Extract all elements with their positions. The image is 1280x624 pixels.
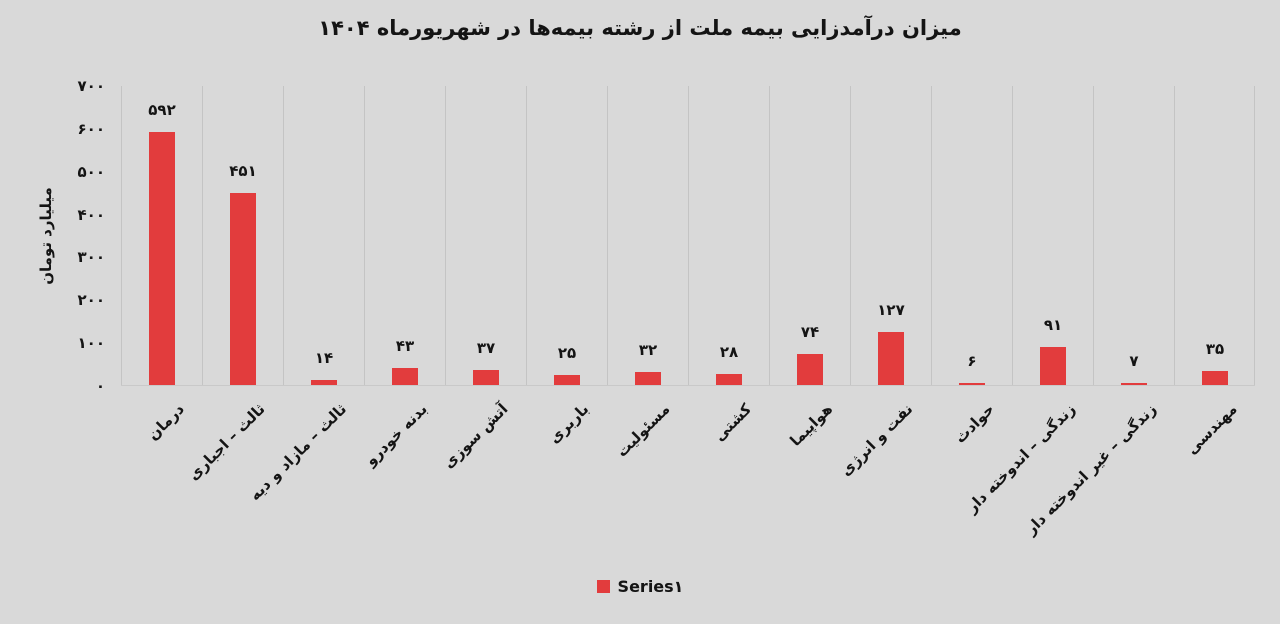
x-axis-label: باربری — [545, 400, 593, 448]
bar-value-label: ۵۹۲ — [148, 101, 176, 119]
x-axis-label: مهندسی — [1182, 400, 1241, 458]
y-axis-tick-label: ۰ — [95, 377, 105, 395]
gridline — [202, 86, 203, 386]
gridline — [769, 86, 770, 386]
x-axis-line — [121, 385, 1255, 386]
y-axis-tick-label: ۴۰۰ — [77, 206, 105, 224]
x-axis-label: حوادث — [950, 400, 998, 447]
y-axis-title: میلیارد تومان — [37, 187, 55, 285]
gridline — [121, 86, 122, 386]
bar — [635, 372, 661, 386]
bar — [1202, 371, 1228, 386]
legend: Series۱ — [0, 577, 1280, 596]
y-axis-tick-label: ۳۰۰ — [77, 248, 105, 266]
x-axis-label: درمان — [143, 400, 188, 444]
bar — [311, 380, 337, 386]
bar-value-label: ۳۲ — [638, 341, 658, 359]
bar — [230, 193, 256, 386]
bar-value-label: ۳۵ — [1205, 340, 1225, 358]
gridline — [526, 86, 527, 386]
bar-value-label: ۷ — [1129, 352, 1139, 370]
bar — [392, 368, 418, 386]
gridline — [1174, 86, 1175, 386]
x-axis-label: هواپیما — [785, 400, 836, 450]
x-axis-label: آتش سوزی — [439, 400, 512, 472]
y-axis-tick-label: ۶۰۰ — [77, 120, 105, 138]
legend-label: Series۱ — [617, 577, 684, 596]
bar-value-label: ۱۴ — [314, 349, 334, 367]
gridline — [931, 86, 932, 386]
y-axis-tick-label: ۱۰۰ — [77, 334, 105, 352]
x-axis-label: زندگی – غیر اندوخته دار — [1021, 400, 1160, 539]
gridline — [283, 86, 284, 386]
bar — [797, 354, 823, 386]
bar-value-label: ۲۸ — [719, 343, 739, 361]
bar — [1121, 383, 1147, 386]
bar-value-label: ۹۱ — [1043, 316, 1063, 334]
gridline — [850, 86, 851, 386]
bar — [1040, 347, 1066, 386]
bar — [716, 374, 742, 386]
gridline — [607, 86, 608, 386]
x-axis-label: کشتی — [709, 400, 755, 445]
chart-title: میزان درآمدزایی بیمه ملت از رشته بیمه‌ها… — [318, 16, 962, 40]
gridline — [1012, 86, 1013, 386]
y-axis-tick-label: ۲۰۰ — [77, 291, 105, 309]
legend-marker-icon — [596, 580, 610, 593]
y-axis-tick-label: ۷۰۰ — [77, 77, 105, 95]
plot-area: ۵۹۲ ۴۵۱ ۱۴ ۴۳ ۳۷ ۲۵ ۳۲ ۲۸ ۷۴ ۱۲۷ ۶ ۹۱ ۷ ۳۵ — [121, 86, 1255, 386]
gridline — [445, 86, 446, 386]
bar — [149, 132, 175, 386]
bar-value-label: ۷۴ — [800, 323, 820, 341]
bar — [554, 375, 580, 386]
x-axis-label: ثالث – اجباری — [184, 400, 269, 485]
bar-value-label: ۴۳ — [395, 337, 415, 355]
bar-value-label: ۲۵ — [557, 344, 577, 362]
y-axis-tick-label: ۵۰۰ — [77, 163, 105, 181]
bar-value-label: ۳۷ — [476, 339, 496, 357]
bar-value-label: ۱۲۷ — [877, 301, 905, 319]
bar — [878, 332, 904, 386]
bar-value-label: ۶ — [967, 352, 977, 370]
bar-value-label: ۴۵۱ — [229, 162, 257, 180]
x-axis-label: بدنه خودرو — [361, 400, 431, 470]
x-axis-label: مسئولیت — [613, 400, 674, 461]
bar — [959, 383, 985, 386]
gridline — [364, 86, 365, 386]
gridline — [1093, 86, 1094, 386]
gridline — [1254, 86, 1255, 386]
gridline — [688, 86, 689, 386]
bar — [473, 370, 499, 386]
x-axis-label: نفت و انرژی — [837, 400, 917, 480]
